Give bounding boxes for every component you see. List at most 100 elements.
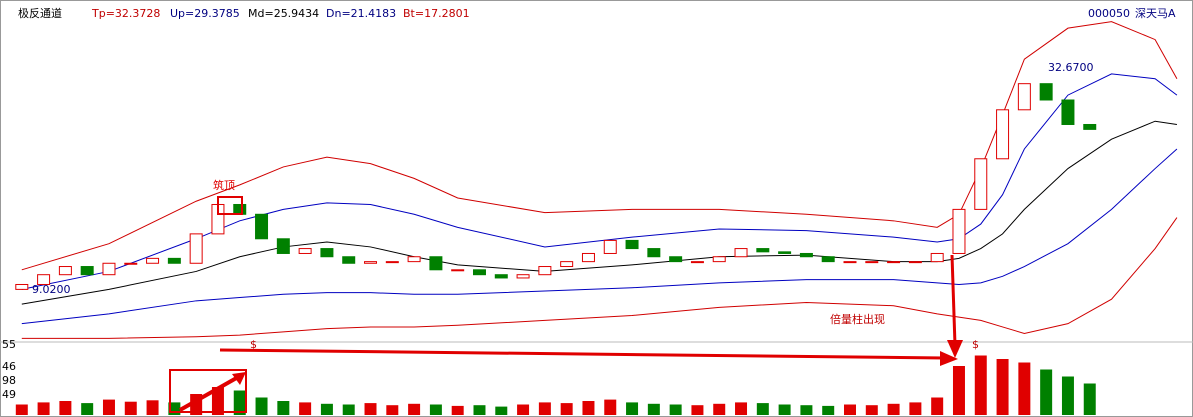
candle <box>647 248 661 258</box>
volume-bar <box>669 404 682 415</box>
volume-bar <box>146 400 159 415</box>
volume-bar <box>996 359 1009 415</box>
candle <box>734 248 748 258</box>
volume-bar <box>822 405 835 415</box>
candle <box>102 262 116 276</box>
highlight-box <box>217 196 243 215</box>
volume-bar <box>974 355 987 415</box>
volume-bar <box>342 404 355 415</box>
stock-code: 000050 <box>1088 7 1130 20</box>
param: Bt=17.2801 <box>403 7 470 20</box>
candle <box>538 266 552 276</box>
candle <box>451 269 465 272</box>
volume-bar <box>517 404 530 415</box>
candle <box>865 261 879 264</box>
volume-bar <box>800 405 813 415</box>
volume-bar <box>299 402 312 415</box>
volume-bar <box>647 403 660 415</box>
candle <box>560 261 574 268</box>
volume-bar <box>735 402 748 415</box>
volume-bar <box>582 401 595 415</box>
volume-bar <box>81 403 94 415</box>
candle <box>516 274 530 279</box>
candle <box>364 261 378 264</box>
candle <box>974 158 988 210</box>
candle <box>887 261 901 264</box>
volume-bar <box>386 405 399 415</box>
param: Md=25.9434 <box>248 7 319 20</box>
candle <box>146 257 160 264</box>
band-line <box>21 217 1178 339</box>
candle <box>298 248 312 254</box>
volume-bar <box>887 403 900 415</box>
volume-bar <box>713 403 726 415</box>
candle <box>255 213 269 240</box>
volume-bar <box>778 404 791 415</box>
candle <box>407 256 421 263</box>
candle <box>80 266 94 276</box>
param: Dn=21.4183 <box>326 7 396 20</box>
volume-tick-label: 49 <box>2 388 16 401</box>
volume-bar <box>320 403 333 415</box>
candle <box>276 238 290 254</box>
volume-bar <box>37 402 50 415</box>
volume-bar <box>1040 369 1053 415</box>
volume-bar <box>364 403 377 415</box>
volume-bar <box>233 390 246 415</box>
volume-bar <box>952 366 965 415</box>
candle <box>37 274 51 285</box>
volume-tick-label: 46 <box>2 360 16 373</box>
volume-bar <box>277 401 290 415</box>
candle <box>690 261 704 264</box>
volume-bar <box>931 397 944 415</box>
arrow-head <box>940 351 958 366</box>
volume-bar <box>560 403 573 415</box>
candle <box>429 256 443 271</box>
volume-bar <box>1061 376 1074 415</box>
candle <box>167 257 181 264</box>
volume-bar <box>255 397 268 415</box>
param: Up=29.3785 <box>170 7 240 20</box>
arrow <box>179 374 241 412</box>
annotation: 9.0200 <box>32 283 71 296</box>
indicator-name: 极反通道 <box>18 6 62 20</box>
volume-bar <box>408 403 421 415</box>
volume-bar <box>15 404 28 415</box>
arrow <box>950 254 957 346</box>
arrow-head <box>947 340 963 358</box>
volume-bar <box>865 405 878 415</box>
volume-bar <box>59 401 72 415</box>
candle <box>1017 83 1031 111</box>
candle <box>472 269 486 276</box>
volume-bar <box>190 394 203 415</box>
stock-name: 深天马A <box>1135 7 1176 20</box>
candle <box>342 256 356 264</box>
candle <box>124 262 138 265</box>
candle <box>1039 83 1053 101</box>
volume-tick-label: 55 <box>2 338 16 351</box>
volume-bar <box>495 406 508 415</box>
annotation: $ <box>972 338 979 351</box>
band-line <box>21 73 1178 290</box>
arrow <box>219 348 946 360</box>
candle <box>821 256 835 263</box>
candle <box>669 256 683 263</box>
param: Tp=32.3728 <box>91 7 160 20</box>
candle <box>996 109 1010 160</box>
annotation: $ <box>250 338 257 351</box>
candle <box>930 252 944 263</box>
volume-bar <box>909 402 922 415</box>
candle <box>952 208 966 254</box>
volume-bar <box>211 387 224 415</box>
candle <box>712 256 726 263</box>
candle <box>233 203 247 215</box>
volume-bar <box>102 399 115 415</box>
candle <box>189 233 203 264</box>
candle <box>494 274 508 279</box>
volume-bar <box>451 405 464 415</box>
candle <box>843 261 857 264</box>
candle <box>1061 99 1075 125</box>
volume-tick-label: 98 <box>2 374 16 387</box>
volume-bar <box>1018 362 1031 415</box>
